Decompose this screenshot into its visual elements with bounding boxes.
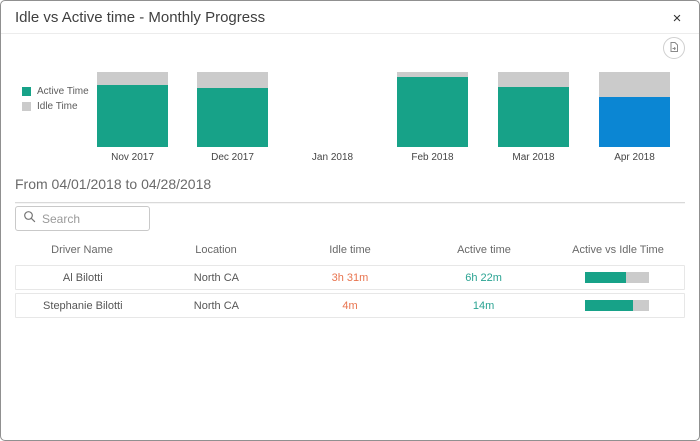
- idle-time-swatch: [22, 102, 31, 111]
- active-time-swatch: [22, 87, 31, 96]
- bar-stack: [197, 72, 268, 147]
- legend-item-active-time: Active Time: [22, 84, 89, 99]
- legend-label: Idle Time: [37, 101, 78, 112]
- active-segment: [498, 87, 569, 147]
- close-button[interactable]: ×: [667, 8, 687, 28]
- location-cell: North CA: [193, 299, 240, 312]
- idle-segment: [197, 72, 268, 88]
- x-axis-label: Apr 2018: [614, 152, 655, 163]
- drivers-table: Driver Name Location Idle time Active ti…: [15, 241, 685, 321]
- active-time-cell: 6h 22m: [465, 271, 502, 284]
- bar-jan-2018[interactable]: Jan 2018: [297, 72, 368, 163]
- active-segment-highlighted: [599, 96, 670, 147]
- page-title: Idle vs Active time - Monthly Progress: [15, 8, 266, 26]
- driver-name-cell: Al Bilotti: [62, 271, 103, 284]
- bar-stack: [498, 72, 569, 147]
- idle-time-cell: 3h 31m: [331, 271, 369, 284]
- idle-segment: [397, 72, 468, 78]
- column-header-driver-name: Driver Name: [51, 244, 113, 256]
- export-button[interactable]: [663, 37, 685, 59]
- ratio-fill: [585, 300, 634, 311]
- active-segment: [397, 77, 468, 147]
- active-vs-idle-bar-cell: [550, 272, 684, 283]
- ratio-track: [585, 300, 650, 311]
- table-header-row: Driver Name Location Idle time Active ti…: [15, 241, 685, 259]
- active-segment: [97, 84, 168, 147]
- bar-dec-2017[interactable]: Dec 2017: [197, 72, 268, 163]
- idle-segment: [599, 72, 670, 97]
- bar-stack: [599, 72, 670, 147]
- bar-stack: [97, 72, 168, 147]
- modal-header: Idle vs Active time - Monthly Progress: [1, 1, 699, 34]
- table-row[interactable]: Stephanie Bilotti North CA 4m 14m: [15, 293, 685, 318]
- column-header-idle-time: Idle time: [329, 244, 371, 256]
- bar-stack: [297, 72, 368, 147]
- x-axis-label: Dec 2017: [211, 152, 254, 163]
- legend-item-idle-time: Idle Time: [22, 99, 89, 114]
- search-input[interactable]: [42, 211, 142, 226]
- close-icon: ×: [672, 9, 682, 27]
- table-row[interactable]: Al Bilotti North CA 3h 31m 6h 22m: [15, 265, 685, 290]
- idle-segment: [97, 72, 168, 85]
- legend-label: Active Time: [37, 86, 89, 97]
- x-axis-label: Mar 2018: [512, 152, 555, 163]
- idle-segment: [498, 72, 569, 87]
- active-vs-idle-bar-cell: [550, 300, 684, 311]
- bar-mar-2018[interactable]: Mar 2018: [498, 72, 569, 163]
- period-label: From 04/01/2018 to 04/28/2018: [15, 176, 212, 192]
- monthly-progress-chart: Active Time Idle Time Nov 2017 Dec 2017: [1, 61, 699, 169]
- bar-nov-2017[interactable]: Nov 2017: [97, 72, 168, 163]
- period-section: From 04/01/2018 to 04/28/2018: [15, 176, 685, 203]
- driver-name-cell: Stephanie Bilotti: [43, 299, 123, 312]
- bar-apr-2018-selected[interactable]: Apr 2018: [599, 72, 670, 163]
- column-header-active-time: Active time: [457, 244, 511, 256]
- chart-legend: Active Time Idle Time: [22, 84, 89, 114]
- active-segment: [197, 87, 268, 147]
- x-axis-label: Jan 2018: [311, 152, 354, 163]
- x-axis-label: Nov 2017: [111, 152, 154, 163]
- search-box: [15, 206, 150, 231]
- column-header-active-vs-idle: Active vs Idle Time: [572, 244, 664, 256]
- column-header-location: Location: [195, 244, 237, 256]
- active-time-cell: 14m: [472, 299, 495, 312]
- search-icon: [23, 210, 36, 228]
- location-cell: North CA: [193, 271, 240, 284]
- ratio-track: [585, 272, 650, 283]
- bar-stack: [397, 72, 468, 147]
- x-axis-label: Feb 2018: [411, 152, 454, 163]
- idle-time-cell: 4m: [342, 299, 358, 312]
- ratio-fill: [585, 272, 627, 283]
- bar-feb-2018[interactable]: Feb 2018: [397, 72, 468, 163]
- export-icon: [668, 41, 680, 56]
